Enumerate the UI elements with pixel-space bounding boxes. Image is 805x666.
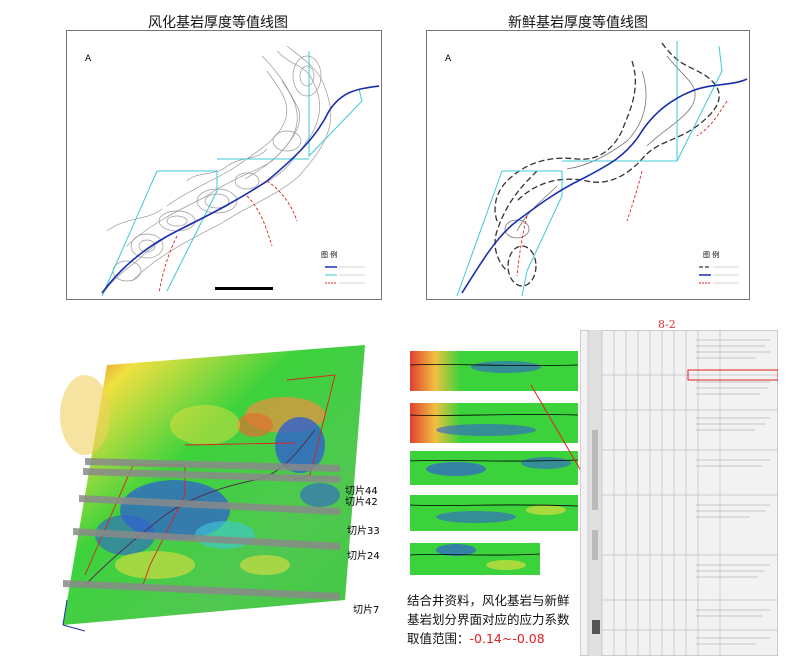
scale-bar (215, 287, 273, 290)
fresh-contour-svg: A 图 例 (445, 41, 748, 297)
fresh-bedrock-map-panel: 新鲜基岩厚度等值线图 A 图 例 (422, 8, 750, 300)
stress-coefficient-caption: 结合井资料，风化基岩与新鲜基岩划分界面对应的应力系数取值范围：-0.14~-0.… (407, 591, 579, 648)
3d-volume-svg (60, 345, 365, 632)
caption-range: -0.14~-0.08 (469, 631, 545, 646)
slice-label-33: 切片33 (347, 526, 380, 537)
fresh-map-frame: A 图 例 (426, 30, 750, 300)
fresh-legend-title: 图 例 (703, 250, 719, 259)
weathered-bedrock-map-panel: 风化基岩厚度等值线图 (60, 8, 382, 300)
section-2 (409, 403, 579, 443)
slice-label-42: 切片42 (345, 497, 378, 508)
section-3 (409, 451, 579, 485)
slice-sections-svg (409, 351, 579, 575)
weathered-map-title: 风化基岩厚度等值线图 (148, 15, 288, 31)
north-arrow-icon: A (85, 54, 92, 64)
weathered-map-frame: A 图 例 (66, 30, 382, 300)
fresh-map-title: 新鲜基岩厚度等值线图 (508, 15, 648, 31)
section-1 (409, 351, 579, 391)
highlighted-interval (687, 369, 778, 381)
slice-label-44: 切片44 (345, 486, 378, 497)
well-log-panel: 8-2 (580, 318, 778, 658)
slice-planes (63, 458, 340, 600)
weathered-legend-title: 图 例 (321, 250, 337, 259)
slice-label-7: 切片7 (353, 605, 380, 616)
caption-text: 结合井资料，风化基岩与新鲜基岩划分界面对应的应力系数取值范围： (407, 593, 570, 646)
section-5 (409, 543, 541, 575)
north-arrow-icon-right: A (445, 54, 452, 64)
slice-sections-panel (396, 345, 625, 585)
well-log-title: 8-2 (658, 318, 676, 331)
section-4 (409, 495, 579, 531)
well-log-table (580, 330, 778, 656)
weathered-legend (325, 266, 365, 284)
weathered-contour-svg: A 图 例 (85, 45, 380, 297)
3d-stress-model-panel: 切片44 切片42 切片33 切片24 切片7 (55, 335, 400, 655)
slice-label-24: 切片24 (347, 551, 380, 562)
fresh-legend (699, 266, 739, 284)
